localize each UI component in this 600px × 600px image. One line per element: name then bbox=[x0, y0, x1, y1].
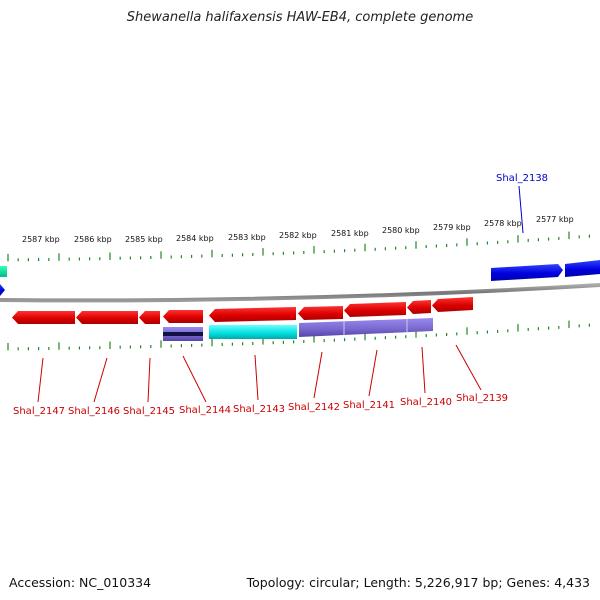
edge-gene-arrow bbox=[0, 284, 5, 296]
edge-feature bbox=[0, 266, 7, 277]
gene-arrow-minus[interactable] bbox=[432, 297, 473, 312]
gene-label[interactable]: Shal_2147 bbox=[13, 406, 65, 417]
scale-label: 2586 kbp bbox=[74, 235, 112, 244]
genome-backbone bbox=[0, 283, 600, 303]
gene-arrow-minus[interactable] bbox=[344, 302, 406, 317]
gene-arrow-minus[interactable] bbox=[163, 310, 203, 323]
scale-label: 2585 kbp bbox=[125, 235, 163, 244]
feature-block-dark bbox=[163, 332, 203, 336]
scale-label: 2580 kbp bbox=[382, 226, 420, 235]
minus-strand-genes bbox=[12, 297, 473, 324]
gene-arrow-minus[interactable] bbox=[139, 311, 160, 324]
scale-label: 2581 kbp bbox=[331, 229, 369, 238]
scale-label: 2587 kbp bbox=[22, 235, 60, 244]
outer-scale-ticks bbox=[7, 231, 591, 262]
leader-line-plus bbox=[518, 185, 524, 234]
scale-label: 2583 kbp bbox=[228, 233, 266, 242]
gene-label-plus[interactable]: Shal_2138 bbox=[496, 173, 548, 184]
gene-label[interactable]: Shal_2146 bbox=[68, 406, 120, 417]
scale-label: 2577 kbp bbox=[536, 215, 574, 224]
genome-title: Shewanella halifaxensis HAW-EB4, complet… bbox=[126, 10, 474, 25]
gene-label[interactable]: Shal_2141 bbox=[343, 400, 395, 411]
gene-arrow-plus[interactable] bbox=[491, 264, 563, 281]
feature-block-cyan[interactable] bbox=[209, 325, 297, 339]
gene-label[interactable]: Shal_2139 bbox=[456, 393, 508, 404]
gene-label[interactable]: Shal_2143 bbox=[233, 404, 285, 415]
gene-label[interactable]: Shal_2145 bbox=[123, 406, 175, 417]
scale-label: 2582 kbp bbox=[279, 231, 317, 240]
scale-label: 2579 kbp bbox=[433, 223, 471, 232]
scale-labels: 2587 kbp 2586 kbp 2585 kbp 2584 kbp 2583… bbox=[22, 215, 574, 244]
feature-track bbox=[163, 318, 433, 341]
feature-block-purple[interactable] bbox=[299, 318, 433, 337]
gene-arrow-minus[interactable] bbox=[209, 307, 296, 322]
gene-label[interactable]: Shal_2142 bbox=[288, 402, 340, 413]
genome-summary-text: Topology: circular; Length: 5,226,917 bp… bbox=[246, 575, 590, 590]
accession-text: Accession: NC_010334 bbox=[9, 575, 152, 590]
scale-label: 2584 kbp bbox=[176, 234, 214, 243]
gene-arrow-minus[interactable] bbox=[298, 306, 343, 320]
gene-arrow-minus[interactable] bbox=[12, 311, 75, 324]
leader-lines bbox=[37, 344, 482, 403]
gene-labels-minus: Shal_2147 Shal_2146 Shal_2145 Shal_2144 … bbox=[13, 393, 508, 417]
gene-label[interactable]: Shal_2144 bbox=[179, 405, 231, 416]
gene-arrow-plus[interactable] bbox=[565, 260, 600, 277]
gene-label[interactable]: Shal_2140 bbox=[400, 397, 452, 408]
inner-scale-ticks bbox=[7, 320, 591, 351]
scale-label: 2578 kbp bbox=[484, 219, 522, 228]
gene-arrow-minus[interactable] bbox=[76, 311, 138, 324]
gene-arrow-minus[interactable] bbox=[407, 300, 431, 314]
